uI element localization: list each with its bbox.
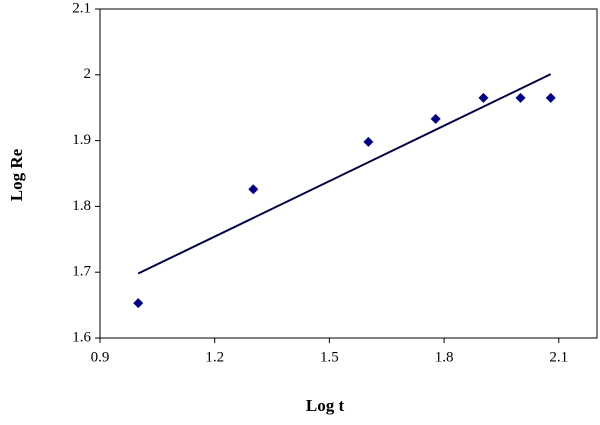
plot-frame (99, 8, 598, 339)
y-tick-label: 1.7 (72, 264, 91, 280)
data-point (515, 92, 526, 103)
data-point (363, 136, 374, 147)
y-tick-label: 1.8 (72, 198, 91, 214)
x-axis-label: Log t (306, 396, 345, 415)
y-tick-label: 2.1 (72, 0, 91, 16)
x-tick-label: 1.8 (435, 349, 454, 365)
y-tick-label: 1.6 (72, 329, 91, 345)
trend-line (137, 73, 552, 275)
x-tick-label: 1.5 (320, 349, 339, 365)
data-point (478, 92, 489, 103)
data-point (248, 184, 259, 195)
x-tick-label: 2.1 (549, 349, 568, 365)
data-point (133, 298, 144, 309)
y-axis-label: Log Re (7, 148, 26, 201)
y-tick-label: 2 (84, 66, 92, 82)
data-point (545, 92, 556, 103)
x-tick-label: 1.2 (205, 349, 224, 365)
data-point (430, 113, 441, 124)
x-tick-label: 0.9 (91, 349, 110, 365)
y-tick-label: 1.9 (72, 132, 91, 148)
